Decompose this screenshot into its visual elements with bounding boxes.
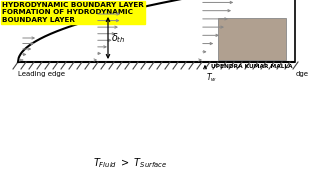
Text: Leading edge: Leading edge [18,71,65,77]
Text: HYDRODYNAMIC BOUNDARY LAYER
FORMATION OF HYDRODYNAMIC
BOUNDARY LAYER: HYDRODYNAMIC BOUNDARY LAYER FORMATION OF… [2,2,144,23]
Text: UPENDRA KUMAR MALLA: UPENDRA KUMAR MALLA [211,64,293,69]
Text: $T_{Fluid}\ >\ T_{Surface}$: $T_{Fluid}\ >\ T_{Surface}$ [93,156,167,170]
Text: $T_w$: $T_w$ [206,71,217,84]
Text: $\delta_{th}$: $\delta_{th}$ [111,31,125,45]
Text: dge: dge [296,71,309,77]
Bar [218,18,286,60]
